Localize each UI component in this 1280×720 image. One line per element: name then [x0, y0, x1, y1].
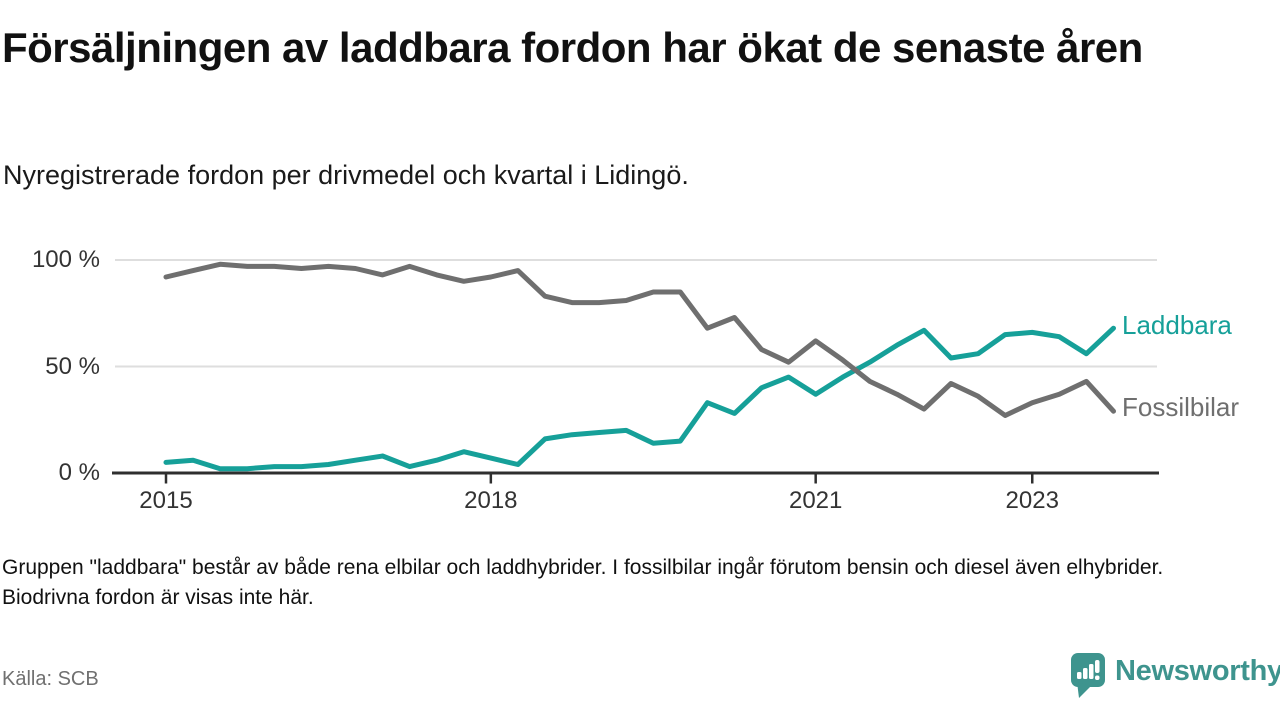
- legend-label-laddbara: Laddbara: [1122, 310, 1232, 340]
- newsworthy-logo-icon: [1071, 653, 1105, 698]
- chart-subtitle: Nyregistrerade fordon per drivmedel och …: [3, 160, 689, 190]
- newsworthy-logo[interactable]: Newsworthy: [1070, 652, 1280, 700]
- chart-title: Försäljningen av laddbara fordon har öka…: [2, 24, 1143, 71]
- y-axis-tick-label: 0 %: [58, 459, 100, 486]
- x-axis-tick-label: 2018: [464, 487, 518, 514]
- x-axis-tick-label: 2021: [788, 487, 843, 514]
- series-line-fossilbilar: [163, 261, 1116, 418]
- y-axis-tick-label: 100 %: [31, 246, 100, 273]
- x-axis-tick-label: 2015: [139, 487, 193, 514]
- legend-label-fossilbilar: Fossilbilar: [1122, 392, 1240, 422]
- y-axis-tick-label: 50 %: [45, 352, 100, 380]
- x-axis-tick-label: 2023: [1005, 487, 1059, 514]
- series-line-laddbara: [163, 325, 1116, 472]
- newsworthy-logo-text: Newsworthy: [1115, 655, 1280, 687]
- source-label: Källa: SCB: [2, 668, 99, 690]
- footnote: Gruppen "laddbara" består av både rena e…: [2, 556, 1164, 609]
